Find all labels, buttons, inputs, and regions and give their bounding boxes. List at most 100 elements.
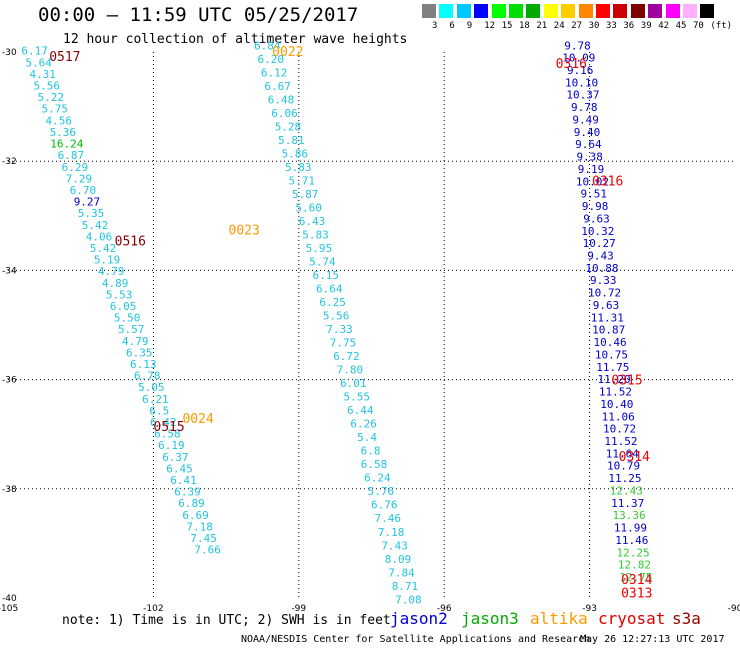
swh-value-label: 5.95 [306,242,333,255]
swh-value-label: 5.83 [285,161,312,174]
color-scale-swatch [526,4,541,18]
swh-value-label: 5.28 [275,120,302,133]
swh-value-label: 6.20 [257,53,284,66]
y-tick-label: -38 [2,485,17,495]
swh-value-label: 9.19 [578,163,605,176]
swh-value-label: 10.72 [603,423,636,436]
color-scale-label: 45 [675,21,687,31]
legend-cryosat: cryosat [598,609,666,628]
swh-value-label: 5.42 [90,242,117,255]
swh-value-label: 6.87 [58,149,85,162]
pass-id-label: 0023 [229,223,260,238]
credit-line: NOAA/NESDIS Center for Satellite Applica… [241,634,591,645]
pass-id-label: 0315 [611,374,642,389]
color-scale-swatch [578,4,593,18]
swh-value-label: 6.48 [268,93,295,106]
swh-value-label: 4.89 [102,277,129,290]
color-scale-label: 30 [588,21,600,31]
pass-id-label: 0515 [153,420,184,435]
swh-value-label: 6.70 [70,184,97,197]
swh-value-label: 10.09 [562,52,595,65]
color-scale-swatch [509,4,523,18]
swh-value-label: 9.78 [564,39,591,52]
y-tick-label: -40 [2,594,17,604]
color-scale-label: 39 [640,21,652,31]
swh-value-label: 4.31 [29,68,56,81]
pass-id-label: 0517 [49,50,80,65]
swh-value-label: 7.45 [190,532,217,545]
swh-value-label: 5.53 [106,288,133,301]
pass-id-label: 0316 [556,57,587,72]
y-tick-label: -30 [2,48,17,58]
swh-value-label: 6.45 [166,462,193,475]
legend-jason3: jason3 [461,609,519,628]
swh-value-label: 7.66 [194,544,221,557]
swh-value-label: 7.84 [388,566,415,579]
swh-value-label: 6.35 [126,346,153,359]
swh-value-label: 7.46 [374,512,401,525]
color-scale-swatch [665,4,680,18]
swh-value-label: 6.42 [150,416,177,429]
swh-value-label: 6.39 [174,486,201,499]
swh-value-label: 5.4 [357,431,377,444]
swh-value-label: 10.02 [576,175,609,188]
swh-value-label: 6.72 [333,350,360,363]
color-scale-swatch [561,4,576,18]
swh-value-label: 5.56 [33,80,60,93]
swh-value-label: 6.58 [361,458,388,471]
swh-value-label: 11.46 [615,534,648,547]
color-scale-label: 42 [658,21,670,31]
swh-value-label: 6.41 [170,474,197,487]
swh-value-label: 5.05 [138,381,165,394]
color-scale-label: 6 [449,21,455,31]
x-tick-label: -99 [291,604,306,614]
swh-value-label: 9.27 [74,196,101,209]
swh-value-label: 6.89 [178,497,205,510]
swh-value-label: 5.60 [295,201,322,214]
swh-value-label: 5.71 [288,174,315,187]
color-scale-swatch [456,4,471,18]
swh-value-label: 6.15 [313,269,340,282]
swh-value-label: 7.43 [381,539,408,552]
swh-value-label: 11.64 [606,447,639,460]
swh-value-label: 10.75 [595,348,628,361]
swh-value-label: 10.37 [566,89,599,102]
swh-value-label: 5.87 [292,188,319,201]
swh-value-label: 10.10 [565,76,598,89]
swh-value-label: 5.36 [50,126,77,139]
y-tick-label: -32 [2,157,17,167]
x-tick-label: -105 [0,604,18,614]
color-scale-swatch [422,4,436,18]
swh-value-label: 6.76 [371,499,398,512]
swh-value-label: 13.36 [612,509,645,522]
swh-value-label: 9.49 [572,113,599,126]
swh-value-label: 9.43 [587,250,614,263]
swh-value-label: 11.20 [598,373,631,386]
swh-value-label: 4.79 [122,335,149,348]
swh-value-label: 4.79 [98,265,125,278]
color-scale-label: 9 [466,21,473,31]
swh-value-label: 6.5 [149,404,169,417]
swh-value-label: 10.88 [585,262,618,275]
swh-value-label: 11.75 [596,361,629,374]
legend-jason2: jason2 [390,609,448,628]
color-scale-label: 24 [553,21,565,31]
swh-value-label: 5.76 [368,485,395,498]
color-scale-swatch [474,4,489,18]
swh-value-label: 11.06 [602,410,635,423]
pass-id-label: 0022 [272,45,303,60]
pass-id-label: 0314 [619,450,650,465]
color-scale-label: 12 [484,21,496,31]
swh-value-label: 7.80 [337,364,364,377]
swh-value-label: 7.08 [395,593,422,606]
swh-value-label: 7.18 [378,526,405,539]
color-scale-swatch [543,4,558,18]
color-scale-swatch [596,4,610,18]
x-tick-label: -102 [143,604,163,614]
color-scale-label: 3 [432,21,438,31]
swh-value-label: 11.37 [611,497,644,510]
swh-value-label: 9.51 [581,188,608,201]
swh-value-label: 12.25 [617,546,650,559]
swh-value-label: 6.37 [162,451,189,464]
swh-value-label: 4.06 [86,230,113,243]
